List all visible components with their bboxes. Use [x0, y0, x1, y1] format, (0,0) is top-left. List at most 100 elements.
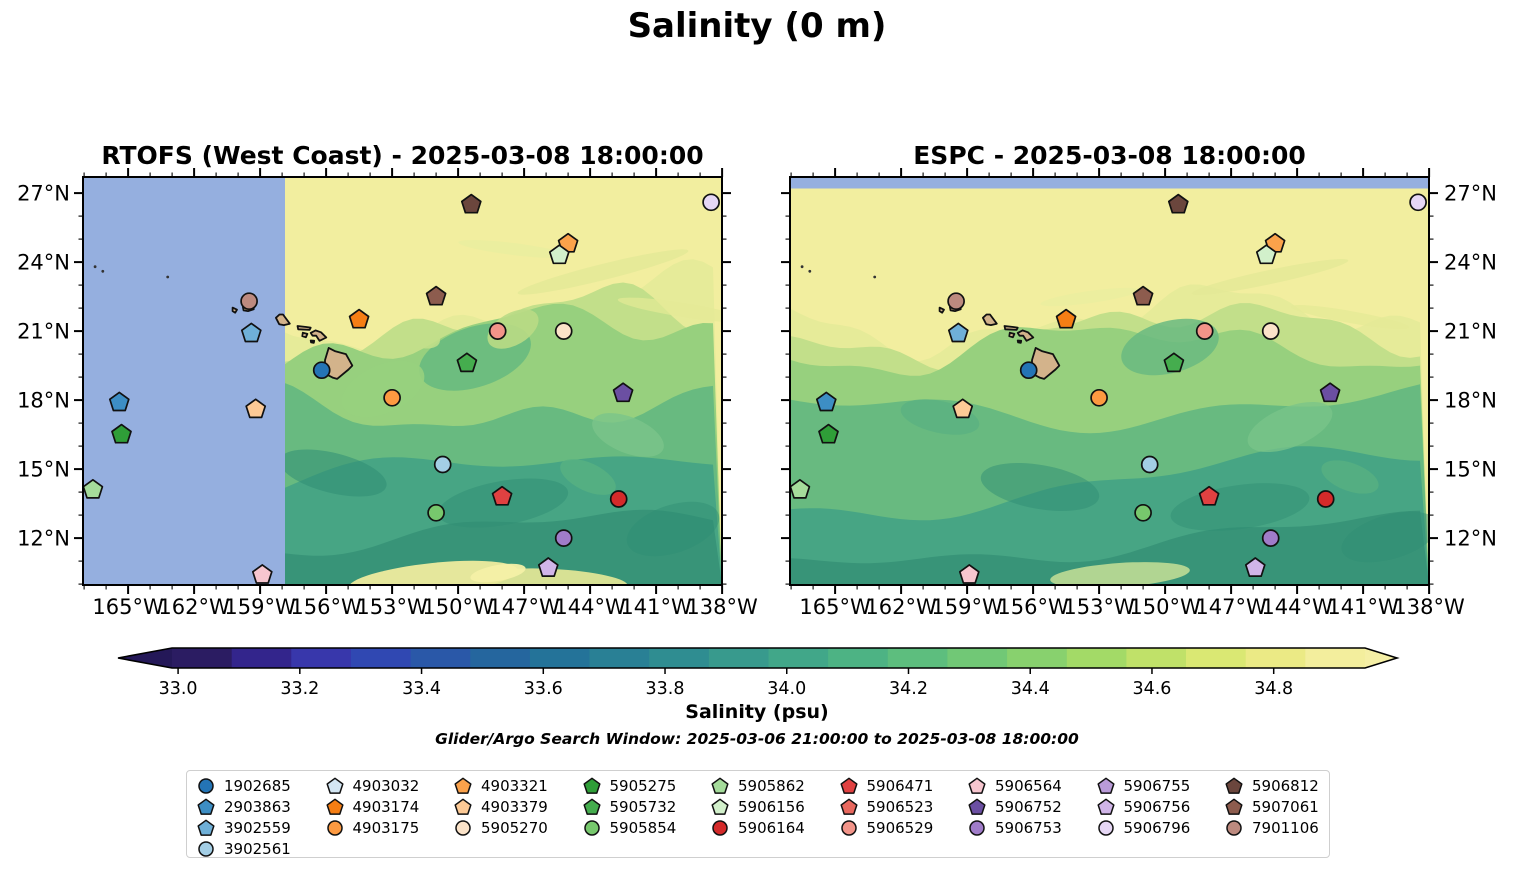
island-molokai [296, 325, 312, 331]
legend-item-5906753: 5906753 [968, 819, 1062, 837]
lon-tick-label: 156°W [290, 595, 362, 619]
colorbar-segment [1066, 648, 1128, 668]
legend-item-5905270: 5905270 [454, 819, 548, 837]
lon-tick-label: 144°W [1261, 595, 1333, 619]
colorbar-tick-label: 34.8 [1254, 679, 1293, 699]
legend-label: 3902561 [224, 840, 291, 859]
salinity-field [83, 177, 722, 585]
float-marker-5905270 [1261, 322, 1280, 340]
island-niihau [938, 306, 945, 314]
float-marker-5906529 [488, 322, 507, 340]
float-markers [789, 193, 1427, 584]
lon-tick-label: 159°W [931, 595, 1003, 619]
legend-item-3902561: 3902561 [197, 840, 291, 858]
lon-tick-label: 147°W [488, 595, 560, 619]
float-marker-5905270 [554, 322, 573, 340]
map-frame [789, 176, 1430, 586]
lat-tick-label: 15°N [1444, 458, 1497, 482]
eddy-swirl [592, 413, 664, 457]
float-marker-4903379 [952, 398, 974, 419]
legend-item-3902559: 3902559 [197, 819, 291, 837]
pentagon-marker-icon [325, 777, 344, 794]
lat-tick-label: 12°N [17, 527, 70, 551]
lon-tick-label: 159°W [224, 595, 296, 619]
legend-marker [1096, 777, 1115, 794]
legend-item-1902685: 1902685 [197, 777, 291, 795]
legend-item-5906164: 5906164 [711, 819, 805, 837]
no-data-region [790, 177, 1429, 189]
legend-label: 5906471 [866, 776, 934, 795]
legend-label: 5906812 [1252, 776, 1319, 795]
subplot-title-espc: ESPC - 2025-03-08 18:00:00 [913, 141, 1306, 170]
circle-marker-icon [455, 820, 471, 836]
colorbar-segment [768, 648, 829, 668]
eddy-swirl [348, 560, 518, 585]
legend-marker [969, 820, 985, 836]
float-marker-5905275 [111, 423, 132, 444]
float-marker-5906752 [1319, 382, 1341, 403]
lat-tick-label: 24°N [17, 251, 70, 275]
float-marker-5906564 [251, 564, 273, 584]
legend-item-4903321: 4903321 [454, 777, 548, 795]
eddy-swirl [980, 462, 1100, 512]
legend-label: 5906756 [1123, 797, 1191, 816]
pentagon-marker-icon [1225, 777, 1243, 794]
colorbar-tick-label: 34.2 [889, 679, 928, 699]
salinity-band [790, 510, 1429, 585]
axis-ticks [74, 168, 731, 594]
circle-marker-icon [712, 820, 728, 836]
lat-tick-label: 27°N [1444, 182, 1497, 206]
float-marker-5906164 [1316, 490, 1335, 508]
float-marker-4903174 [348, 308, 370, 329]
circle-marker-icon [1226, 820, 1242, 836]
eddy-swirl [1321, 460, 1379, 494]
colorbar-segment [649, 648, 710, 668]
float-marker-5905862 [789, 478, 811, 499]
island-oahu [982, 313, 998, 326]
float-marker-3902559 [947, 322, 969, 343]
legend-item-5905862: 5905862 [711, 777, 805, 795]
colorbar-over-arrow [1365, 648, 1397, 668]
legend-marker [197, 819, 215, 836]
colorbar-outline [117, 647, 1400, 669]
colorbar-segment [1305, 648, 1366, 668]
float-marker-5905862 [82, 478, 104, 499]
colorbar-segment [887, 648, 949, 668]
legend-label: 5905854 [609, 819, 677, 838]
legend-label: 5906529 [866, 819, 934, 838]
lat-tick-label: 18°N [17, 389, 70, 413]
float-marker-5906156 [548, 244, 570, 265]
float-marker-1902685 [312, 361, 331, 380]
colorbar-segment [410, 648, 471, 668]
legend-item-4903175: 4903175 [326, 819, 419, 837]
legend-item-5906564: 5906564 [968, 777, 1062, 795]
figure-title: Salinity (0 m) [627, 6, 887, 46]
legend-label: 5906564 [995, 776, 1062, 795]
legend-label: 5905275 [609, 776, 677, 795]
float-markers [82, 193, 720, 584]
colorbar-under-arrow [118, 648, 172, 668]
pentagon-marker-icon [711, 798, 729, 815]
colorbar-segment [350, 648, 412, 668]
eddy-swirl [560, 459, 616, 495]
colorbar-tick-label: 33.8 [646, 679, 685, 699]
float-marker-5906812 [1167, 193, 1189, 214]
legend-marker [1096, 798, 1115, 815]
float-marker-2903863 [815, 391, 837, 412]
legend-item-5906752: 5906752 [968, 798, 1062, 816]
colorbar-tick-label: 33.6 [524, 679, 563, 699]
legend-label: 5906753 [995, 819, 1062, 838]
colorbar-tick-label: 34.4 [1011, 679, 1050, 699]
colorbar-segment [708, 648, 770, 668]
colorbar-segment [291, 648, 352, 668]
island-maui [1016, 329, 1035, 342]
colorbar-label: Salinity (psu) [685, 701, 829, 723]
legend-item-5906471: 5906471 [839, 776, 934, 795]
pentagon-marker-icon [454, 777, 472, 794]
legend-item-5906755: 5906755 [1096, 777, 1190, 795]
legend-label: 5905270 [481, 819, 548, 838]
pentagon-marker-icon [711, 777, 729, 794]
lon-tick-label: 165°W [799, 595, 871, 619]
legend-label: 4903174 [352, 797, 420, 816]
legend-item-5905275: 5905275 [582, 776, 677, 795]
